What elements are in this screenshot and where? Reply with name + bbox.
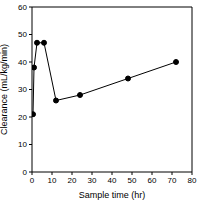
svg-text:50: 50 (18, 30, 27, 39)
svg-text:80: 80 (188, 176, 192, 185)
svg-text:50: 50 (128, 176, 137, 185)
svg-text:60: 60 (18, 3, 27, 12)
svg-text:0: 0 (23, 168, 28, 177)
svg-text:30: 30 (18, 85, 27, 94)
svg-text:Clearance (mL/kg/min): Clearance (mL/kg/min) (8, 44, 9, 135)
svg-text:20: 20 (68, 176, 77, 185)
svg-text:40: 40 (108, 176, 117, 185)
svg-text:10: 10 (48, 176, 57, 185)
svg-text:0: 0 (30, 176, 35, 185)
svg-text:60: 60 (148, 176, 157, 185)
svg-text:70: 70 (168, 176, 177, 185)
svg-text:Sample time (hr): Sample time (hr) (79, 190, 146, 200)
svg-text:30: 30 (88, 176, 97, 185)
svg-text:40: 40 (18, 58, 27, 67)
svg-text:20: 20 (18, 113, 27, 122)
svg-text:10: 10 (18, 140, 27, 149)
